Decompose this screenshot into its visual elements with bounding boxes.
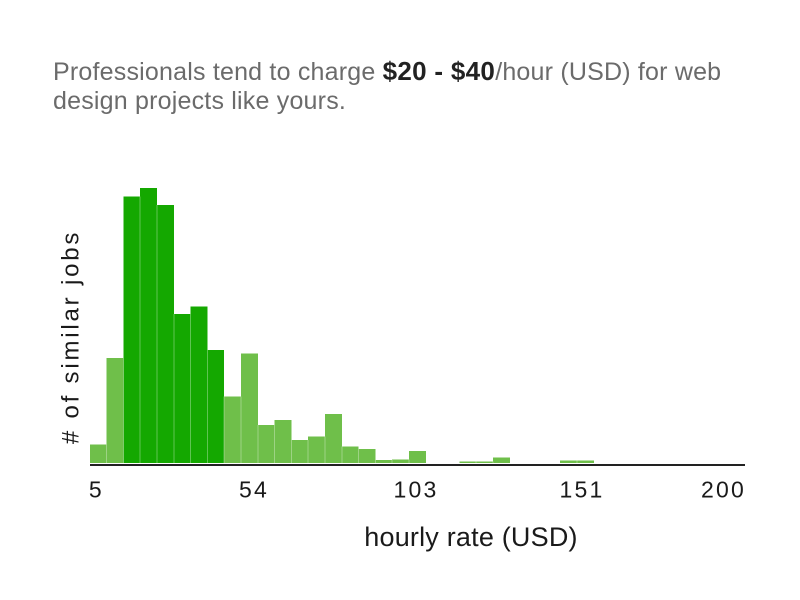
svg-text:54: 54 (239, 477, 269, 503)
svg-text:200: 200 (701, 477, 746, 503)
svg-text:103: 103 (394, 477, 439, 503)
svg-text:# of similar jobs: # of similar jobs (58, 230, 85, 444)
svg-text:151: 151 (560, 477, 605, 503)
svg-text:hourly rate (USD): hourly rate (USD) (364, 522, 577, 552)
svg-text:5: 5 (89, 477, 104, 503)
